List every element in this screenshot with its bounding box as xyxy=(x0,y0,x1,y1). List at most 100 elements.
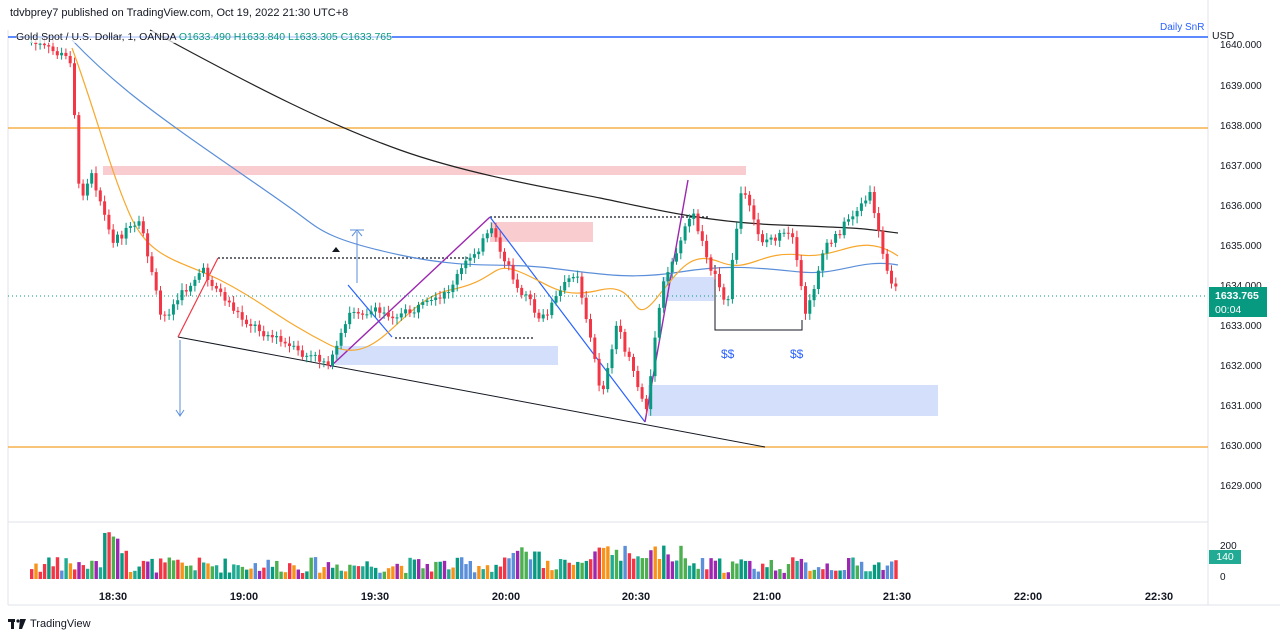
candle-body xyxy=(42,43,46,46)
pattern-blue-1[interactable] xyxy=(347,284,393,338)
volume-bar xyxy=(180,562,184,579)
candle-body xyxy=(653,337,657,377)
candle-body xyxy=(171,304,175,315)
volume-bar xyxy=(773,570,778,579)
volume-bar xyxy=(713,560,718,579)
candle-body xyxy=(146,233,150,257)
volume-bar xyxy=(408,557,412,579)
candle-body xyxy=(210,279,214,287)
candle-body xyxy=(683,226,687,241)
volume-bar xyxy=(778,569,782,579)
volume-bar xyxy=(326,562,331,579)
volume-bar xyxy=(821,569,825,579)
candle-body xyxy=(756,219,760,235)
volume-bar xyxy=(816,567,821,579)
volume-bar xyxy=(313,557,318,579)
candles-group[interactable] xyxy=(30,36,898,416)
volume-bar xyxy=(176,559,180,579)
candle-body xyxy=(791,233,795,238)
volume-bar xyxy=(584,560,589,579)
volume-bar xyxy=(769,559,773,579)
volume-bar xyxy=(352,565,356,579)
candle-body xyxy=(279,336,283,342)
candle-body xyxy=(743,193,747,195)
candle-body xyxy=(374,307,377,312)
currency-label[interactable]: USD xyxy=(1212,30,1235,42)
candle-body xyxy=(795,237,799,261)
volume-bars-group[interactable] xyxy=(30,532,898,579)
candle-body xyxy=(339,332,343,346)
candle-body xyxy=(799,260,803,287)
volume-bar xyxy=(842,570,847,579)
volume-bar xyxy=(847,558,851,579)
pattern-purple[interactable] xyxy=(329,216,491,368)
supply-zone-top[interactable] xyxy=(103,166,746,175)
candle-body xyxy=(864,200,868,204)
volume-bar xyxy=(705,569,709,579)
candle-body xyxy=(262,331,266,337)
candle-body xyxy=(627,351,631,357)
candle-body xyxy=(460,268,463,274)
candle-body xyxy=(834,233,838,243)
demand-zone-right[interactable] xyxy=(648,385,938,416)
candle-body xyxy=(485,233,489,239)
candle-body xyxy=(761,234,764,243)
symbol-name[interactable]: Gold Spot / U.S. Dollar, 1, OANDA xyxy=(16,31,176,43)
candle-body xyxy=(735,228,739,260)
volume-bar xyxy=(404,572,408,579)
volume-bar xyxy=(73,569,77,579)
volume-bar xyxy=(528,559,533,579)
volume-bar xyxy=(468,560,472,579)
volume-bar xyxy=(726,572,730,579)
volume-bar xyxy=(610,554,614,579)
candle-body xyxy=(705,240,709,258)
volume-bar xyxy=(442,560,447,579)
candle-body xyxy=(877,213,881,231)
candle-body xyxy=(442,292,446,299)
candle-body xyxy=(821,253,825,271)
symbol-legend[interactable]: Gold Spot / U.S. Dollar, 1, OANDA O1633.… xyxy=(16,31,392,43)
pattern-blue-2[interactable] xyxy=(489,216,646,423)
candle-body xyxy=(343,324,347,333)
candle-body xyxy=(713,270,717,274)
candle-body xyxy=(623,331,627,352)
candle-body xyxy=(94,173,98,191)
candle-body xyxy=(253,324,257,326)
liquidity-bracket[interactable] xyxy=(714,265,803,331)
volume-bar xyxy=(881,569,885,579)
candle-body xyxy=(481,238,485,252)
demand-zone-left[interactable] xyxy=(335,346,558,365)
candle-body xyxy=(778,233,782,241)
lower-trendline[interactable] xyxy=(177,336,766,448)
volume-bar xyxy=(206,563,210,579)
volume-bar xyxy=(515,550,520,579)
candle-body xyxy=(38,43,42,45)
time-label: 22:00 xyxy=(1013,591,1043,603)
candle-body xyxy=(399,313,403,318)
volume-bar xyxy=(111,536,116,579)
candle-body xyxy=(567,278,571,282)
volume-bar xyxy=(490,571,494,579)
candle-body xyxy=(696,213,700,232)
candle-body xyxy=(769,237,773,240)
volume-bar xyxy=(279,571,283,579)
candle-body xyxy=(124,227,128,239)
volume-bar xyxy=(782,572,786,579)
volume-bar xyxy=(894,560,898,579)
candle-body xyxy=(275,336,279,338)
candle-body xyxy=(189,285,193,292)
candle-body xyxy=(580,276,584,298)
candle-body xyxy=(520,287,524,296)
footer-brand[interactable]: TradingView xyxy=(8,618,91,630)
ohlc-high: H1633.840 xyxy=(233,31,286,43)
volume-bar xyxy=(679,545,683,579)
pattern-red[interactable] xyxy=(177,257,219,338)
candle-body xyxy=(236,310,240,313)
candle-body xyxy=(296,345,300,351)
supply-zone-mid[interactable] xyxy=(490,222,593,242)
candle-body xyxy=(601,385,605,390)
volume-bar xyxy=(438,561,442,579)
volume-bar xyxy=(214,565,219,579)
volume-bar xyxy=(421,568,425,579)
